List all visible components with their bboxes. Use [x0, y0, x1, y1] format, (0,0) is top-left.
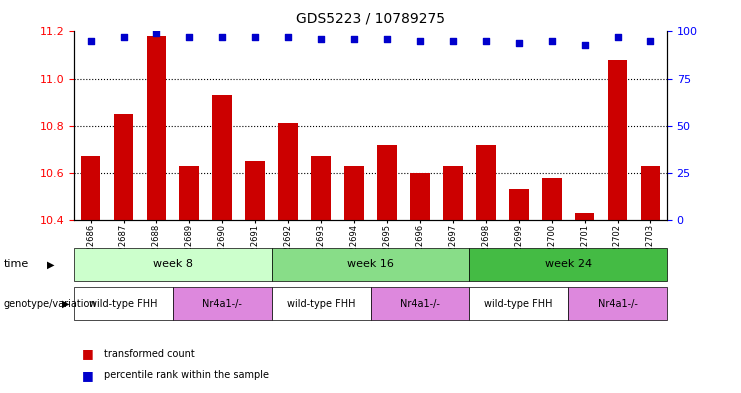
Point — [84, 38, 96, 44]
FancyBboxPatch shape — [173, 287, 272, 320]
Text: Nr4a1-/-: Nr4a1-/- — [597, 299, 637, 309]
Bar — [113, 114, 133, 220]
Bar — [476, 145, 496, 220]
Bar — [377, 145, 397, 220]
Point — [513, 40, 525, 46]
Bar — [213, 95, 232, 220]
Point — [645, 38, 657, 44]
Text: ■: ■ — [82, 347, 93, 360]
FancyBboxPatch shape — [568, 287, 667, 320]
Point — [150, 30, 162, 37]
Point — [249, 34, 261, 40]
Text: week 16: week 16 — [347, 259, 394, 269]
FancyBboxPatch shape — [469, 287, 568, 320]
FancyBboxPatch shape — [272, 248, 469, 281]
Point — [118, 34, 130, 40]
Point — [414, 38, 426, 44]
Point — [447, 38, 459, 44]
Text: Nr4a1-/-: Nr4a1-/- — [400, 299, 440, 309]
Bar — [344, 166, 364, 220]
Text: wild-type FHH: wild-type FHH — [485, 299, 553, 309]
Bar — [311, 156, 331, 220]
Point — [216, 34, 228, 40]
Text: time: time — [4, 259, 29, 269]
Text: ▶: ▶ — [47, 259, 54, 269]
Point — [282, 34, 294, 40]
Bar — [575, 213, 594, 220]
Bar — [245, 161, 265, 220]
Text: wild-type FHH: wild-type FHH — [287, 299, 356, 309]
FancyBboxPatch shape — [74, 287, 173, 320]
Bar — [81, 156, 101, 220]
Point — [480, 38, 492, 44]
Point — [611, 34, 623, 40]
Point — [348, 36, 360, 42]
Text: percentile rank within the sample: percentile rank within the sample — [104, 370, 269, 380]
FancyBboxPatch shape — [272, 287, 370, 320]
Text: genotype/variation: genotype/variation — [4, 299, 96, 309]
Bar — [443, 166, 462, 220]
Point — [579, 42, 591, 48]
Text: ■: ■ — [82, 369, 93, 382]
FancyBboxPatch shape — [370, 287, 469, 320]
Text: transformed count: transformed count — [104, 349, 194, 359]
Bar — [509, 189, 528, 220]
Bar — [179, 166, 199, 220]
FancyBboxPatch shape — [469, 248, 667, 281]
Point — [184, 34, 196, 40]
Bar — [542, 178, 562, 220]
Point — [545, 38, 557, 44]
Text: Nr4a1-/-: Nr4a1-/- — [202, 299, 242, 309]
Bar — [640, 166, 660, 220]
Text: week 24: week 24 — [545, 259, 591, 269]
Point — [381, 36, 393, 42]
Text: ▶: ▶ — [62, 299, 69, 309]
Point — [315, 36, 327, 42]
Bar — [410, 173, 430, 220]
Bar — [147, 36, 166, 220]
Text: wild-type FHH: wild-type FHH — [89, 299, 158, 309]
Bar — [279, 123, 298, 220]
Text: GDS5223 / 10789275: GDS5223 / 10789275 — [296, 12, 445, 26]
Text: week 8: week 8 — [153, 259, 193, 269]
FancyBboxPatch shape — [74, 248, 272, 281]
Bar — [608, 60, 628, 220]
